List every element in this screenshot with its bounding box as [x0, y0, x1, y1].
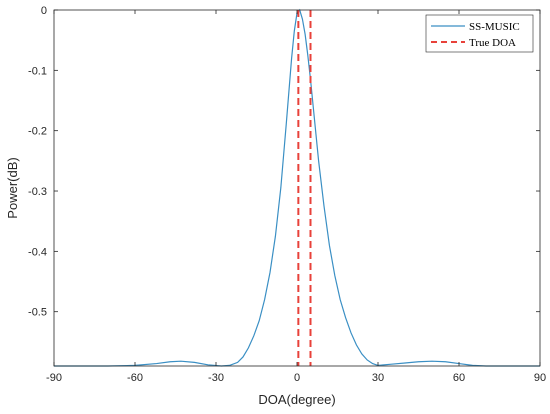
y-tick-label: -0.5: [28, 307, 47, 319]
legend-entry-true-doa: True DOA: [469, 37, 516, 49]
x-tick-label: -30: [208, 372, 224, 384]
x-tick-label: 60: [453, 372, 465, 384]
y-tick-label: 0: [41, 5, 47, 17]
y-axis-label: Power(dB): [5, 157, 20, 218]
y-tick-label: -0.2: [28, 126, 47, 138]
legend: SS-MUSIC True DOA: [425, 14, 534, 53]
x-tick-label: 90: [534, 372, 546, 384]
y-tick-label: -0.3: [28, 186, 47, 198]
x-tick-label: 0: [294, 372, 300, 384]
legend-box: [425, 14, 534, 53]
x-tick-label: 30: [372, 372, 384, 384]
plot-area-background: [54, 10, 540, 366]
x-tick-label: -90: [46, 372, 62, 384]
x-axis-label: DOA(degree): [258, 392, 335, 407]
y-tick-label: -0.4: [28, 246, 47, 258]
ticks-layer: -90 -60 -30 0 30 60 90 0 -0.1 -0.2 -0.3 -0.4 -0.5: [28, 5, 546, 384]
y-tick-label: -0.1: [28, 65, 47, 77]
x-tick-label: -60: [127, 372, 143, 384]
legend-entry-ss-music: SS-MUSIC: [469, 21, 520, 33]
